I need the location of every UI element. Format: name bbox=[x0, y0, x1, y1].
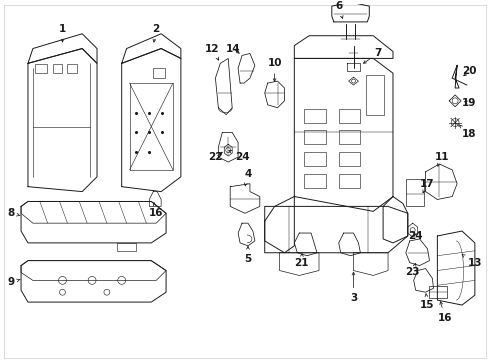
Text: 19: 19 bbox=[462, 98, 476, 108]
Text: 10: 10 bbox=[268, 58, 282, 81]
Bar bbox=[406, 179, 423, 206]
Text: 12: 12 bbox=[205, 44, 220, 60]
Bar bbox=[304, 109, 326, 122]
Text: 21: 21 bbox=[294, 253, 309, 267]
Text: 17: 17 bbox=[420, 179, 435, 193]
Text: 11: 11 bbox=[435, 152, 449, 166]
Bar bbox=[304, 152, 326, 166]
Text: 3: 3 bbox=[350, 272, 357, 303]
Text: 6: 6 bbox=[335, 1, 343, 18]
Text: 24: 24 bbox=[408, 231, 423, 241]
Text: 1: 1 bbox=[59, 24, 66, 42]
Bar bbox=[304, 130, 326, 144]
Text: 20: 20 bbox=[462, 66, 476, 76]
Text: 16: 16 bbox=[149, 203, 164, 218]
Text: 22: 22 bbox=[208, 152, 222, 162]
Bar bbox=[52, 64, 63, 73]
Text: 7: 7 bbox=[364, 49, 382, 63]
Text: 23: 23 bbox=[405, 264, 420, 278]
Text: 4: 4 bbox=[245, 169, 252, 186]
Bar bbox=[339, 109, 361, 122]
Bar bbox=[339, 130, 361, 144]
Bar bbox=[35, 64, 47, 73]
Bar bbox=[367, 75, 384, 114]
Text: 2: 2 bbox=[152, 24, 160, 42]
Text: 24: 24 bbox=[229, 150, 249, 162]
Bar bbox=[339, 174, 361, 188]
Bar bbox=[304, 174, 326, 188]
Text: 5: 5 bbox=[245, 247, 251, 264]
Text: 15: 15 bbox=[420, 294, 435, 310]
Text: 9: 9 bbox=[8, 277, 20, 287]
Text: 16: 16 bbox=[438, 302, 453, 323]
Bar bbox=[429, 286, 447, 298]
Text: 18: 18 bbox=[459, 125, 476, 139]
Text: 13: 13 bbox=[462, 255, 482, 267]
Text: 14: 14 bbox=[226, 44, 241, 54]
Bar bbox=[339, 152, 361, 166]
Bar bbox=[68, 64, 77, 73]
Bar bbox=[153, 68, 165, 78]
Text: 8: 8 bbox=[7, 208, 20, 218]
